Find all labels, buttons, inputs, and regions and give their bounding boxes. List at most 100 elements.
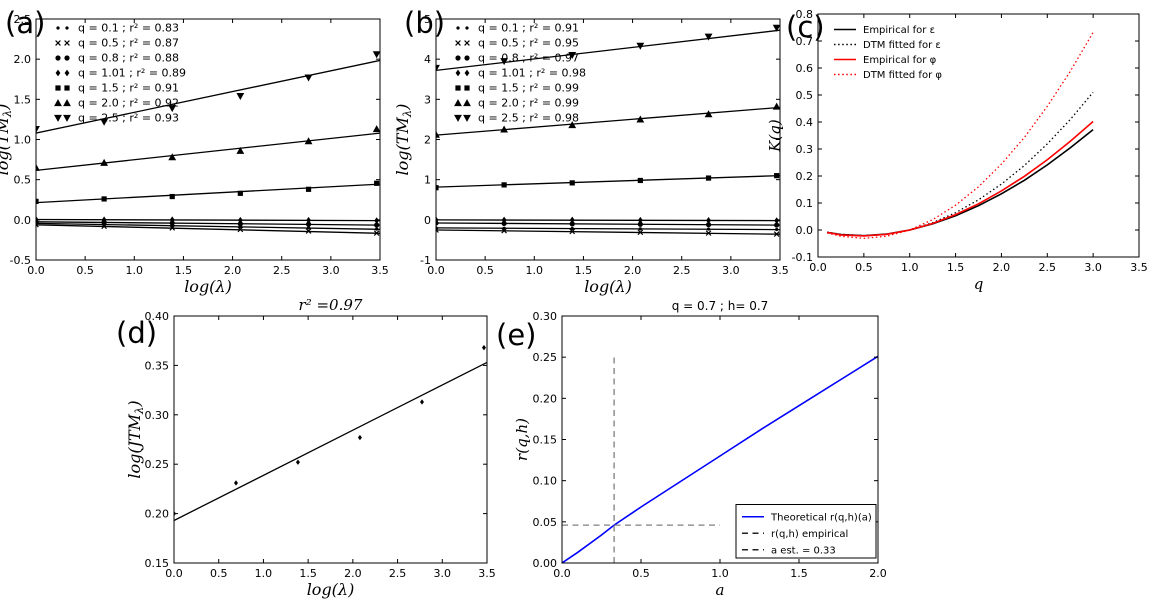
panel-c-xlabel: q	[974, 275, 984, 293]
svg-text:DTM fitted for ε: DTM fitted for ε	[863, 40, 941, 51]
svg-text:q = 1.5 ; r² = 0.91: q = 1.5 ; r² = 0.91	[78, 82, 179, 95]
svg-text:r(q,h) empirical: r(q,h) empirical	[771, 529, 848, 540]
legend-entry: q = 0.8 ; r² = 0.97	[455, 52, 579, 65]
svg-text:0.35: 0.35	[145, 359, 170, 372]
svg-text:3.5: 3.5	[771, 264, 789, 277]
svg-text:q = 0.1 ; r² = 0.83: q = 0.1 ; r² = 0.83	[78, 22, 179, 35]
svg-text:1.5: 1.5	[790, 567, 808, 580]
panel-c-ylabel: K(q)	[766, 119, 784, 153]
svg-text:-0.5: -0.5	[10, 254, 31, 267]
panel-c-frame	[817, 13, 1140, 258]
svg-text:q = 0.5 ; r² = 0.95: q = 0.5 ; r² = 0.95	[478, 37, 579, 50]
svg-text:1.0: 1.0	[711, 567, 729, 580]
svg-text:2.0: 2.0	[993, 261, 1011, 274]
svg-text:0.1: 0.1	[796, 197, 814, 210]
svg-text:Theoretical r(q,h)(a): Theoretical r(q,h)(a)	[770, 512, 872, 523]
svg-text:0.5: 0.5	[855, 261, 873, 274]
legend-entry: q = 0.5 ; r² = 0.95	[455, 37, 579, 50]
svg-text:0.30: 0.30	[533, 310, 558, 323]
svg-text:DTM fitted for φ: DTM fitted for φ	[863, 70, 942, 81]
svg-text:1.5: 1.5	[14, 93, 32, 106]
svg-text:1.5: 1.5	[299, 567, 317, 580]
panel-e: 0.0 0.5 1.0 1.5 2.0 0.00 0.05 0.10 0.15 0.20 0.25 0…	[513, 299, 887, 599]
svg-text:3.0: 3.0	[322, 264, 340, 277]
svg-text:q = 0.1 ; r² = 0.91: q = 0.1 ; r² = 0.91	[478, 22, 579, 35]
svg-text:1.5: 1.5	[947, 261, 965, 274]
svg-text:2.0: 2.0	[624, 264, 642, 277]
svg-text:0.25: 0.25	[533, 351, 558, 364]
legend-entry: q = 2.5 ; r² = 0.98	[454, 112, 579, 125]
panel-b-xlabel: log(λ)	[584, 277, 632, 296]
svg-text:0.5: 0.5	[796, 89, 814, 102]
panel-label-e: (e)	[496, 318, 537, 352]
svg-text:0.15: 0.15	[533, 434, 558, 447]
panel-e-xlabel: a	[716, 581, 725, 599]
svg-text:2.0: 2.0	[14, 53, 32, 66]
svg-text:1: 1	[424, 174, 431, 187]
svg-text:0.3: 0.3	[796, 143, 814, 156]
panel-label-d: (d)	[116, 316, 158, 350]
svg-text:0.0: 0.0	[427, 264, 445, 277]
legend-entry: Empirical for φ	[834, 55, 937, 66]
svg-text:2.5: 2.5	[389, 567, 407, 580]
svg-text:q = 0.8 ; r² = 0.97: q = 0.8 ; r² = 0.97	[478, 52, 579, 65]
svg-text:0.4: 0.4	[796, 116, 814, 129]
legend-entry: r(q,h) empirical	[742, 529, 848, 540]
panel-e-series	[562, 355, 878, 563]
svg-text:2.0: 2.0	[224, 264, 242, 277]
legend-entry: q = 0.5 ; r² = 0.87	[55, 37, 179, 50]
svg-text:q = 2.0 ; r² = 0.99: q = 2.0 ; r² = 0.99	[478, 97, 579, 110]
svg-text:q = 1.5 ; r² = 0.99: q = 1.5 ; r² = 0.99	[478, 82, 579, 95]
legend-entry: a est. = 0.33	[742, 545, 836, 556]
legend-entry: q = 0.8 ; r² = 0.88	[55, 52, 179, 65]
svg-text:0: 0	[424, 214, 431, 227]
svg-text:2.0: 2.0	[344, 567, 362, 580]
svg-text:0.40: 0.40	[145, 310, 170, 323]
panel-e-ylabel: r(q,h)	[513, 418, 531, 461]
svg-text:0.0: 0.0	[553, 567, 571, 580]
svg-text:0.6: 0.6	[796, 62, 814, 75]
legend-entry: q = 2.5 ; r² = 0.93	[54, 112, 179, 125]
legend-entry: DTM fitted for ε	[834, 40, 941, 51]
legend-entry: q = 2.0 ; r² = 0.99	[454, 97, 579, 110]
svg-text:0.15: 0.15	[145, 557, 170, 570]
legend-entry: q = 1.01 ; r² = 0.98	[455, 67, 586, 80]
legend-entry: q = 2.0 ; r² = 0.92	[54, 97, 179, 110]
svg-text:2.5: 2.5	[673, 264, 691, 277]
svg-text:q = 2.5 ; r² = 0.98: q = 2.5 ; r² = 0.98	[478, 112, 579, 125]
panel-e-legend: Theoretical r(q,h)(a) r(q,h) empirical a e…	[735, 504, 877, 559]
svg-text:0.20: 0.20	[533, 392, 558, 405]
svg-text:q = 2.0 ; r² = 0.92: q = 2.0 ; r² = 0.92	[78, 97, 179, 110]
panel-a-xlabel: log(λ)	[184, 277, 232, 296]
svg-text:3.0: 3.0	[722, 264, 740, 277]
svg-text:1.0: 1.0	[255, 567, 273, 580]
svg-text:0.8: 0.8	[796, 8, 814, 21]
svg-text:q = 2.5 ; r² = 0.93: q = 2.5 ; r² = 0.93	[78, 112, 179, 125]
panel-b: 0.0 0.5 1.0 1.5 2.0 2.5 3.0 3.5 -1 0 1 2 3 4 5 log(λ) lo…	[393, 13, 789, 296]
panel-c-series	[827, 32, 1094, 240]
panel-a-ylabel: log(TMλ)	[0, 104, 14, 176]
panel-c-legend: Empirical for ε DTM fitted for ε Empirical…	[834, 25, 942, 81]
svg-text:2.5: 2.5	[14, 13, 32, 26]
svg-text:0.0: 0.0	[14, 214, 32, 227]
svg-text:1.0: 1.0	[901, 261, 919, 274]
panel-label-a: (a)	[5, 6, 46, 40]
panel-d-ylabel: log(JTMλ)	[125, 400, 146, 478]
panel-d-xlabel: log(λ)	[307, 580, 355, 599]
svg-text:q = 0.8 ; r² = 0.88: q = 0.8 ; r² = 0.88	[78, 52, 179, 65]
svg-text:q = 1.01 ; r² = 0.98: q = 1.01 ; r² = 0.98	[478, 67, 586, 80]
legend-entry: Theoretical r(q,h)(a)	[742, 512, 872, 523]
svg-text:Empirical for ε: Empirical for ε	[863, 25, 935, 36]
legend-entry: Empirical for ε	[834, 25, 935, 36]
svg-text:0.10: 0.10	[533, 475, 558, 488]
panel-a-legend: q = 0.1 ; r² = 0.83 q = 0.5 ; r² = 0.87 q …	[54, 22, 186, 125]
svg-text:0.0: 0.0	[165, 567, 183, 580]
panel-a: 0.0 0.5 1.0 1.5 2.0 2.5 3.0 3.5-0.50.00.51.01.5…	[0, 13, 389, 296]
svg-text:3.0: 3.0	[1084, 261, 1102, 274]
svg-text:3.5: 3.5	[1130, 261, 1148, 274]
svg-text:3: 3	[424, 93, 431, 106]
panel-b-ylabel: log(TMλ)	[393, 104, 414, 176]
svg-text:0.5: 0.5	[632, 567, 650, 580]
svg-text:0.05: 0.05	[533, 516, 558, 529]
